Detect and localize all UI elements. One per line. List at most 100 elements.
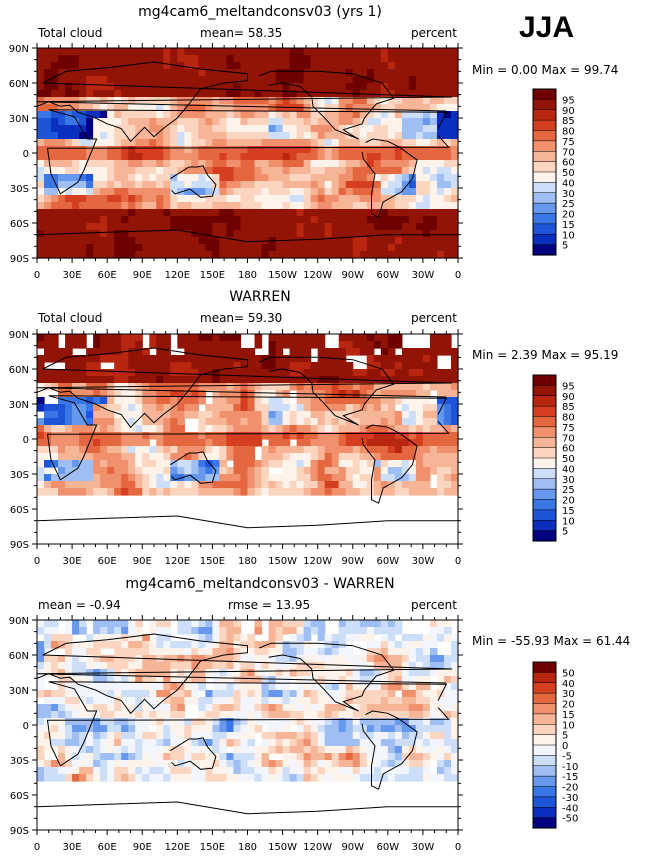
panel-2-units: percent: [411, 311, 457, 325]
panel-1-units: percent: [411, 26, 457, 40]
lat-tick-label: 30N: [9, 400, 29, 411]
lat-tick-label: 0: [23, 721, 29, 732]
lon-tick-label: 30W: [412, 842, 435, 853]
colorbar-label: 25: [562, 199, 575, 210]
lon-tick-label: 180: [238, 270, 257, 281]
colorbar-segment: [532, 151, 557, 163]
lat-tick-label: 30S: [10, 184, 29, 195]
colorbar-segment: [532, 520, 557, 532]
colorbar-segment: [532, 405, 557, 418]
panel-1-map: [36, 48, 459, 259]
colorbar-label: 30: [562, 689, 575, 700]
lon-tick-label: 180: [238, 842, 257, 853]
lon-tick-label: 150E: [200, 270, 225, 281]
colorbar-label: 25: [562, 485, 575, 496]
colorbar-segment: [532, 692, 557, 705]
lon-tick-label: 120E: [165, 556, 190, 567]
colorbar-segment: [532, 234, 557, 246]
lat-tick-label: 90N: [9, 330, 29, 341]
lon-tick-label: 120E: [165, 270, 190, 281]
season-label: JJA: [519, 11, 575, 44]
colorbar-segment: [532, 755, 557, 767]
colorbar-label: 80: [562, 127, 575, 138]
colorbar-segment: [532, 88, 557, 100]
panel-3-mean: mean = -0.94: [38, 598, 121, 612]
panel-2-title: WARREN: [229, 289, 291, 305]
colorbar-label: 50: [562, 668, 575, 679]
colorbar-label: 15: [562, 220, 575, 231]
lon-tick-label: 120E: [165, 842, 190, 853]
lat-tick-label: 30S: [10, 470, 29, 481]
colorbar-segment: [532, 817, 557, 829]
panel-1-mean: mean= 58.35: [200, 26, 283, 40]
colorbar-label: 20: [562, 700, 575, 711]
colorbar-segment: [532, 161, 557, 173]
colorbar-label: -10: [562, 762, 578, 773]
lat-tick-label: 0: [23, 149, 29, 160]
lat-tick-label: 30N: [9, 686, 29, 697]
lon-tick-label: 30W: [412, 270, 435, 281]
colorbar-label: 75: [562, 137, 575, 148]
colorbar-segment: [532, 734, 557, 746]
lat-tick-label: 60N: [9, 79, 29, 90]
lon-tick-label: 90E: [133, 842, 152, 853]
panel-3-units: percent: [411, 598, 457, 612]
lon-tick-label: 60E: [98, 842, 117, 853]
lon-tick-label: 60E: [98, 270, 117, 281]
colorbar-label: 85: [562, 116, 575, 127]
colorbar-label: 20: [562, 496, 575, 507]
lon-tick-label: 60W: [377, 556, 400, 567]
lat-tick-label: 90N: [9, 44, 29, 55]
colorbar-segment: [532, 447, 557, 459]
colorbar-label: -15: [562, 772, 578, 783]
lat-tick-label: 90S: [10, 254, 29, 265]
lon-tick-label: 60W: [377, 842, 400, 853]
panel-3-map: [36, 620, 459, 815]
panel-3-title: mg4cam6_meltandconsv03 - WARREN: [125, 576, 395, 592]
lon-tick-label: 90W: [341, 270, 364, 281]
colorbar-segment: [532, 385, 557, 397]
lat-tick-label: 60N: [9, 651, 29, 662]
colorbar-segment: [532, 140, 557, 152]
lat-tick-label: 60S: [10, 791, 29, 802]
colorbar-label: 85: [562, 402, 575, 413]
colorbar-segment: [532, 807, 557, 819]
colorbar-segment: [532, 182, 557, 194]
colorbar-segment: [532, 796, 557, 808]
colorbar-label: 90: [562, 392, 575, 403]
lon-tick-label: 90E: [133, 270, 152, 281]
colorbar-label: 95: [562, 95, 575, 106]
colorbar-label: 80: [562, 413, 575, 424]
colorbar-label: 75: [562, 423, 575, 434]
colorbar-segment: [532, 416, 557, 428]
colorbar-label: 95: [562, 381, 575, 392]
lon-tick-label: 30W: [412, 556, 435, 567]
lat-tick-label: 0: [23, 435, 29, 446]
colorbar-segment: [532, 244, 557, 256]
colorbar-label: 90: [562, 106, 575, 117]
colorbar-label: 60: [562, 158, 575, 169]
panel-2-minmax: Min = 2.39 Max = 95.19: [472, 348, 619, 362]
colorbar-segment: [532, 499, 557, 511]
lon-tick-label: 120W: [303, 556, 332, 567]
colorbar-label: 50: [562, 168, 575, 179]
colorbar-segment: [532, 682, 557, 694]
colorbar-label: 10: [562, 720, 575, 731]
colorbar-segment: [532, 786, 557, 798]
lon-tick-label: 0: [455, 556, 461, 567]
lon-tick-label: 60W: [377, 270, 400, 281]
panel-2-left-label: Total cloud: [38, 311, 103, 325]
lon-tick-label: 150W: [268, 270, 297, 281]
colorbar-label: 50: [562, 454, 575, 465]
panel-2-map: [36, 334, 459, 529]
colorbar-segment: [532, 426, 557, 438]
colorbar-segment: [532, 509, 557, 521]
colorbar-segment: [532, 724, 557, 736]
colorbar-segment: [532, 119, 557, 132]
colorbar-label: 10: [562, 230, 575, 241]
colorbar-segment: [532, 374, 557, 386]
colorbar-segment: [532, 171, 557, 183]
colorbar-segment: [532, 775, 557, 788]
colorbar-segment: [532, 703, 557, 715]
colorbar-label: -30: [562, 793, 578, 804]
